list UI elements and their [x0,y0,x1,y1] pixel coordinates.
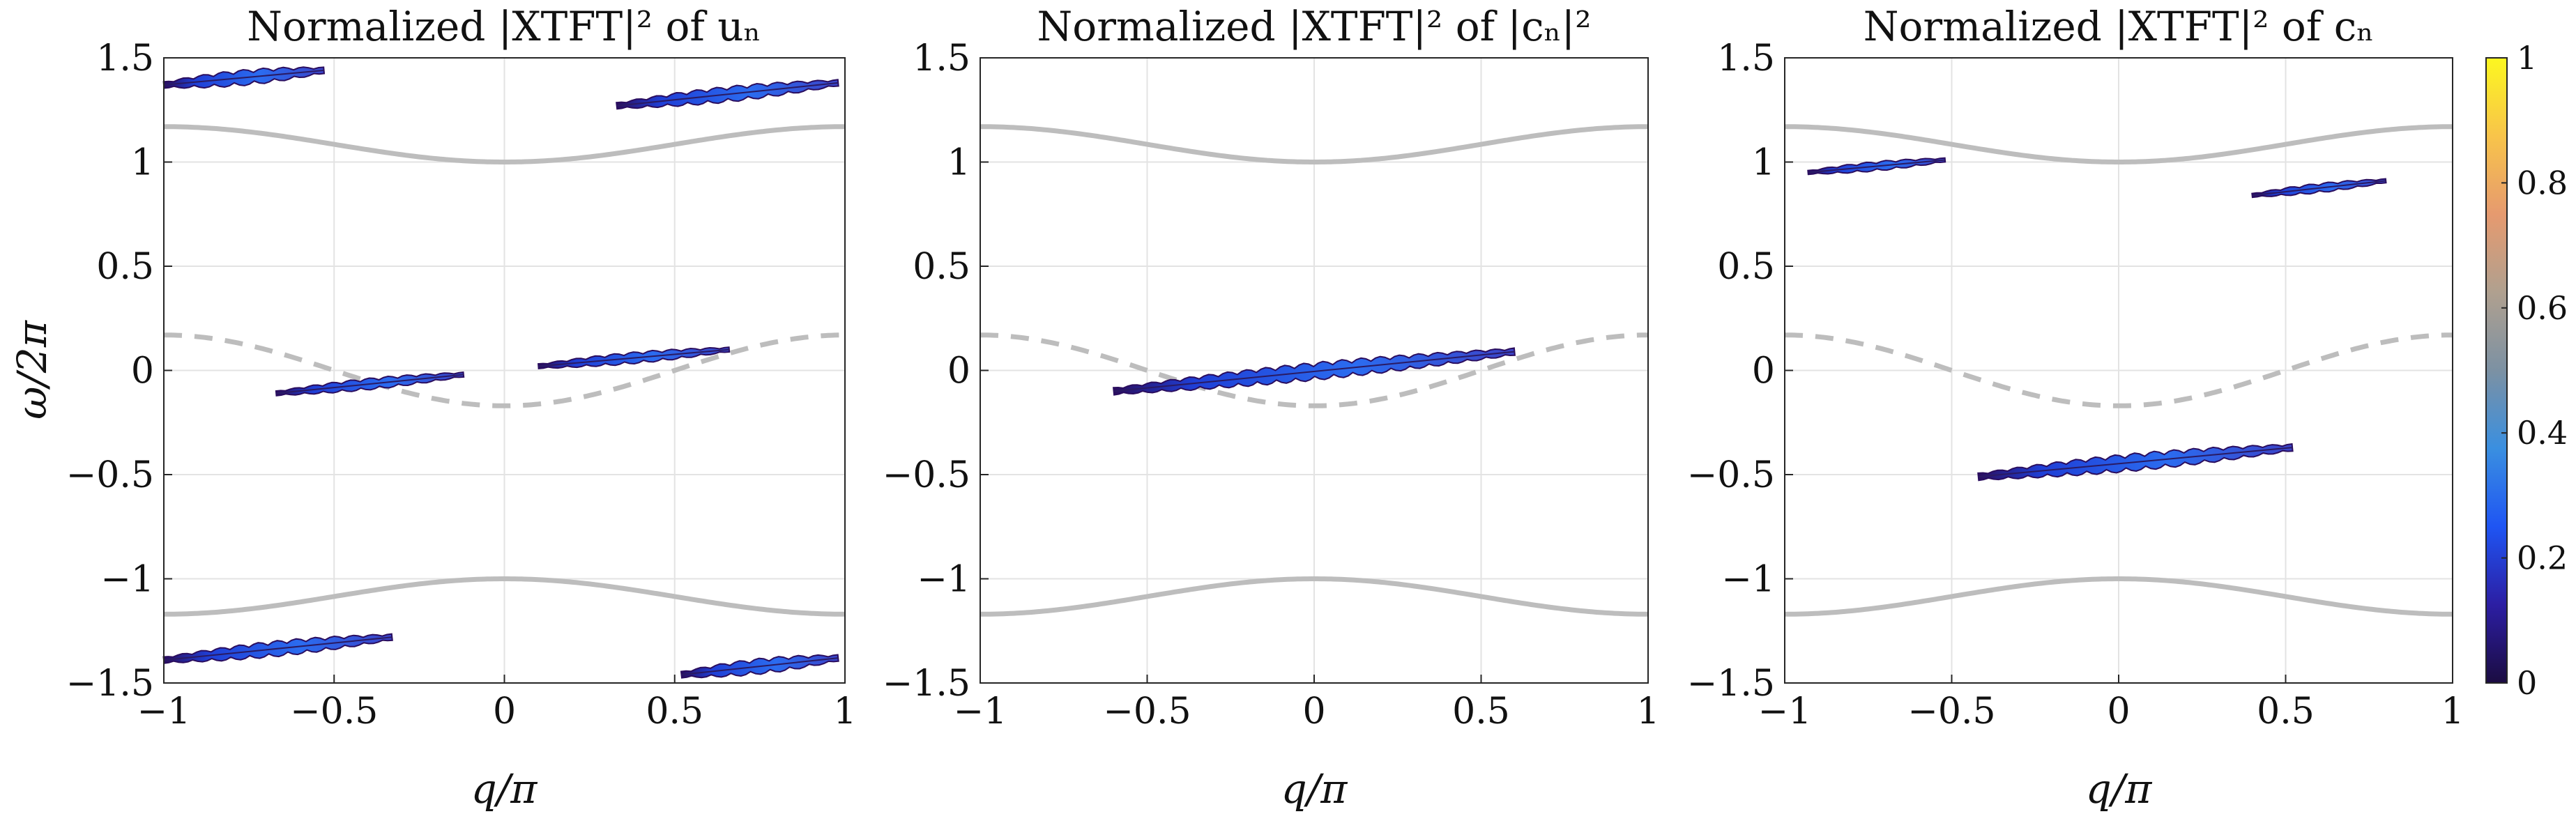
x-tick-label: −1 [954,691,1007,732]
x-tick-label: 1 [2441,691,2464,732]
y-tick-label: −1.5 [883,663,970,705]
y-axis-label: ω/2π [8,320,56,420]
streak-core [163,69,324,86]
y-tick-label: −1.5 [1687,663,1775,705]
y-tick-label: 1.5 [913,38,970,79]
y-tick-label: 1.5 [1717,38,1775,79]
colorbar-ticks: 0 0.2 0.4 0.6 0.8 1 [2501,39,2568,702]
y-tick-label: −1.5 [66,663,154,705]
y-tick-label: −0.5 [883,454,970,496]
x-tick-label: 0.5 [646,691,703,732]
x-tick-label: 1 [833,691,856,732]
colorbar-tick-label: 0 [2517,664,2537,702]
y-tick-label: −1 [917,559,970,601]
band-curve-middle-band [164,332,845,408]
y-tick-label: −0.5 [1687,454,1775,496]
y-tick-label: 1 [947,142,970,184]
streak-core [163,636,393,661]
x-tick-label: 0.5 [1452,691,1510,732]
streak-core [276,374,464,394]
y-tick-label: 1 [131,142,154,184]
y-tick-label: 0 [947,351,970,392]
x-tick-label: 0 [1302,691,1325,732]
panel-abs-cN: −1 −0.5 0 0.5 1−1.5−1−0.500.511.5 Normalized… [883,3,1660,813]
streak-core [1978,447,2293,477]
panel-uN: −1 −0.5 0 0.5 1−1.5−1−0.500.511.5 Normalized… [8,3,857,813]
band-curve-upper-band [1785,124,2453,164]
x-axis-label-uN: q/π [471,765,538,813]
panel-title-abs-cN: Normalized |XTFT|² of |cₙ|² [1037,3,1592,50]
y-tick-label: 0.5 [1717,246,1775,288]
colorbar-tick-label: 0.8 [2517,164,2568,201]
x-tick-label: 0.5 [2257,691,2315,732]
streak-core [538,348,729,367]
data-uN [162,66,845,679]
plot-frame-uN [163,57,846,684]
colorbar-tick-label: 1 [2517,39,2537,77]
y-tick-label: 1 [1752,142,1775,184]
colorbar-tick-label: 0.2 [2517,539,2568,577]
x-tick-label: 1 [1636,691,1659,732]
x-tick-label: −0.5 [290,691,378,732]
band-curve-middle-band [980,332,1648,408]
streak-core [2252,180,2386,197]
band-curve-lower-band [980,576,1648,617]
ticks-abs-cN: −1 −0.5 0 0.5 1−1.5−1−0.500.511.5 [883,38,1660,732]
x-tick-label: −0.5 [1907,691,1995,732]
ticks-uN: −1 −0.5 0 0.5 1−1.5−1−0.500.511.5 [66,38,857,732]
streak-core [1113,351,1515,392]
x-tick-label: 0 [2107,691,2130,732]
band-curve-upper-band [980,124,1648,164]
y-tick-label: −1 [1721,559,1775,601]
y-tick-label: 0.5 [913,246,970,288]
colorbar-tick-label: 0.4 [2517,414,2568,452]
band-curve-lower-band [164,576,845,617]
y-tick-label: 0 [131,351,154,392]
panel-title-cN: Normalized |XTFT|² of cₙ [1864,3,2375,50]
y-tick-label: −1 [100,559,154,601]
colorbar: 0 0.2 0.4 0.6 0.8 1 [2485,39,2568,702]
streak-core [681,657,839,676]
band-curve-lower-band [1785,576,2453,617]
colorbar-bar [2485,57,2508,684]
panel-title-uN: Normalized |XTFT|² of uₙ [247,3,761,50]
x-tick-label: −1 [137,691,191,732]
streak-core [616,82,839,107]
band-curve-middle-band [1785,332,2453,408]
ticks-cN: −1 −0.5 0 0.5 1−1.5−1−0.500.511.5 [1687,38,2464,732]
data-cN [1785,124,2453,617]
x-tick-label: 0 [493,691,516,732]
y-tick-label: 1.5 [96,38,154,79]
x-axis-label-cN: q/π [2086,765,2153,813]
plot-frame-abs-cN [980,57,1649,684]
band-curve-upper-band [164,124,845,164]
plot-frame-cN [1784,57,2453,684]
y-tick-label: 0 [1752,351,1775,392]
x-axis-label-abs-cN: q/π [1281,765,1348,813]
y-tick-label: −0.5 [66,454,154,496]
data-abs-cN [980,124,1648,617]
y-tick-label: 0.5 [96,246,154,288]
streak-core [1808,159,1946,174]
x-tick-label: −0.5 [1103,691,1191,732]
x-tick-label: −1 [1758,691,1812,732]
colorbar-tick-label: 0.6 [2517,289,2568,327]
panel-cN: −1 −0.5 0 0.5 1−1.5−1−0.500.511.5 Normalized… [1687,3,2464,813]
